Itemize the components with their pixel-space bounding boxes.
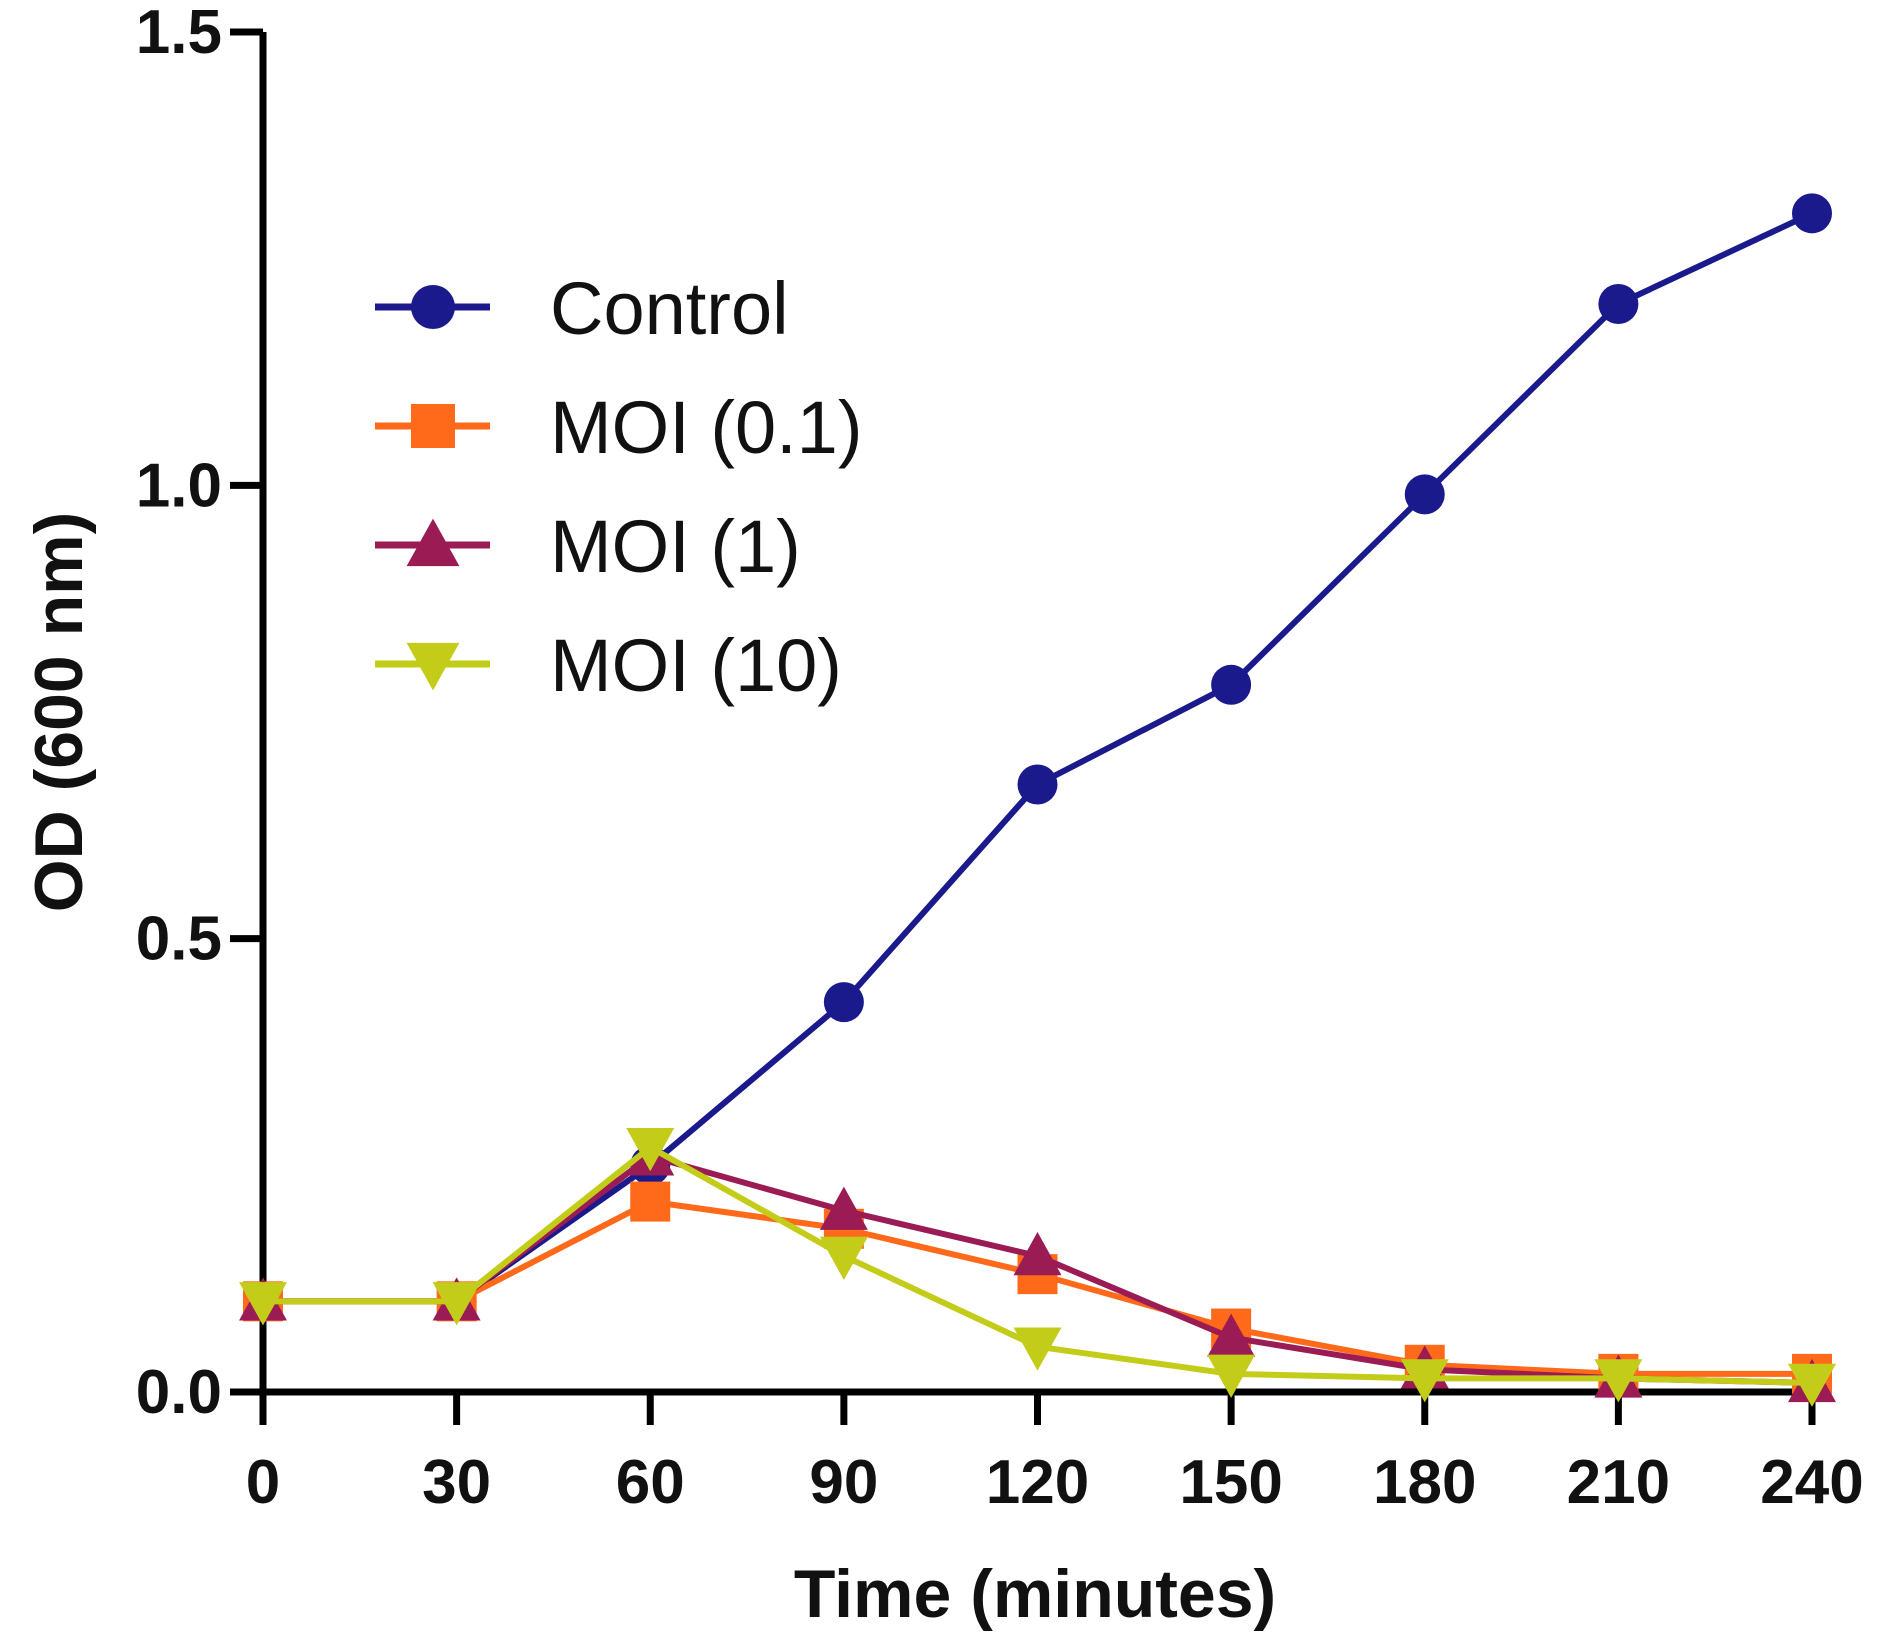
legend-swatch-marker [406,518,460,567]
data-point [1017,764,1058,805]
x-tick-label: 60 [616,1448,685,1517]
legend: Control MOI (0.1) MOI (1) MOI (10) [375,267,862,707]
data-point [239,1282,287,1326]
legend-label: MOI (1) [550,505,801,588]
legend-label: MOI (0.1) [550,386,862,469]
x-tick-label: 120 [986,1448,1089,1517]
data-point [432,1282,481,1326]
data-point [1013,1232,1062,1276]
series-line [263,210,1814,1305]
data-point [630,1181,671,1222]
legend-swatch-marker [411,404,455,448]
y-tick-label: 0.5 [136,905,222,974]
x-ticks: 0 30 60 90 120 150 180 210 240 [246,1392,1864,1517]
legend-swatch-marker [411,285,455,329]
legend-label: Control [550,267,789,350]
x-tick-label: 240 [1760,1448,1863,1517]
data-point [1211,664,1252,705]
series-moi-10 [239,1128,1836,1407]
y-ticks: 0.0 0.5 1.0 1.5 [136,0,263,1427]
data-point [1207,1354,1256,1398]
data-point [1207,1313,1256,1357]
x-tick-label: 150 [1179,1448,1282,1517]
y-tick-label: 1.0 [136,451,222,520]
series-control [243,193,1832,1322]
data-point [626,1128,675,1172]
data-point [823,982,864,1023]
data-point [819,1236,868,1280]
data-point [1788,1363,1836,1407]
legend-entry: MOI (1) [375,505,801,588]
x-tick-label: 180 [1373,1448,1476,1517]
legend-entry: MOI (10) [375,624,842,707]
data-point [819,1186,868,1230]
data-point [1598,284,1639,324]
y-axis-title: OD (600 nm) [21,512,97,913]
legend-entry: MOI (0.1) [375,386,862,469]
legend-swatch-marker [406,642,460,691]
x-tick-label: 0 [246,1448,280,1517]
data-point [1792,193,1832,234]
data-point [1404,474,1445,515]
x-axis-title: Time (minutes) [794,1556,1276,1632]
y-tick-label: 1.5 [136,0,222,67]
x-tick-label: 30 [422,1448,491,1517]
y-tick-label: 0.0 [136,1358,222,1427]
x-tick-label: 90 [809,1448,878,1517]
legend-label: MOI (10) [550,624,842,707]
data-point [1594,1359,1643,1403]
data-point [1013,1327,1062,1371]
legend-entry: Control [375,267,789,350]
x-tick-label: 210 [1567,1448,1670,1517]
data-point [1400,1359,1449,1403]
series-layer [239,193,1836,1407]
axes [259,32,1812,1396]
